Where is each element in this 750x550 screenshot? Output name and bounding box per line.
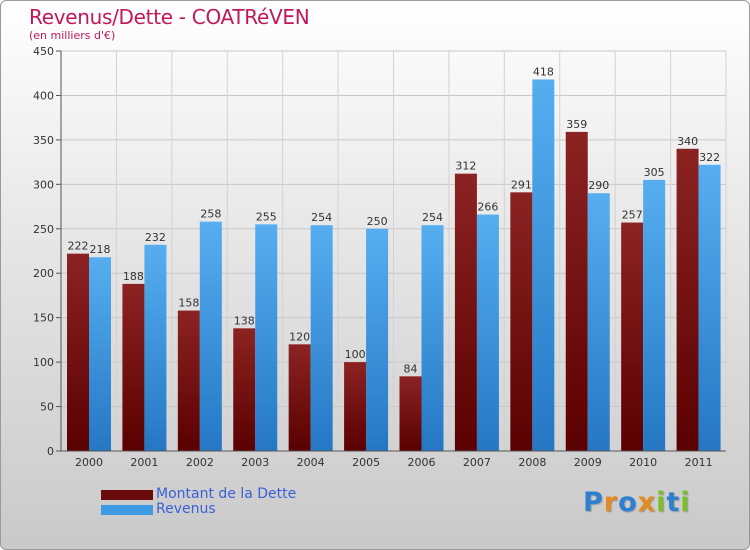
data-label: 188	[123, 270, 144, 283]
data-label: 158	[178, 297, 199, 310]
y-tick-label: 100	[33, 356, 54, 369]
bar-revenus	[643, 179, 666, 451]
data-label: 312	[455, 160, 476, 173]
y-tick-label: 250	[33, 223, 54, 236]
legend-swatch-dette	[101, 490, 153, 500]
bar-dette	[177, 310, 200, 451]
data-label: 84	[404, 362, 418, 375]
bar-dette	[676, 148, 699, 451]
bar-revenus	[199, 221, 222, 451]
data-label: 305	[644, 166, 665, 179]
bar-revenus	[476, 214, 499, 451]
bar-revenus	[366, 228, 389, 451]
x-tick-label: 2009	[574, 456, 602, 469]
proxiti-logo: Proxiti	[583, 487, 691, 518]
bar-dette	[565, 131, 588, 451]
data-label: 254	[311, 211, 332, 224]
y-tick-label: 350	[33, 134, 54, 147]
y-tick-label: 0	[47, 445, 54, 458]
data-label: 255	[256, 210, 277, 223]
y-tick-label: 400	[33, 89, 54, 102]
bar-revenus	[255, 224, 278, 451]
bar-dette	[288, 344, 311, 451]
x-tick-label: 2000	[75, 456, 103, 469]
x-tick-label: 2001	[130, 456, 158, 469]
bar-revenus	[698, 164, 721, 451]
x-tick-label: 2003	[241, 456, 269, 469]
data-label: 257	[622, 209, 643, 222]
data-label: 222	[68, 240, 89, 253]
bar-dette	[233, 328, 256, 451]
x-tick-label: 2006	[408, 456, 436, 469]
logo-letter: i	[656, 487, 667, 518]
x-tick-label: 2011	[685, 456, 713, 469]
x-tick-label: 2008	[518, 456, 546, 469]
axis-layer: 0 50 100 150 200 250 300 350 400 450 2000 2001 2002 2…	[33, 45, 726, 469]
data-label: 266	[477, 201, 498, 214]
bar-dette	[122, 283, 145, 451]
y-tick-label: 300	[33, 178, 54, 191]
data-label: 250	[367, 215, 388, 228]
data-label: 232	[145, 231, 166, 244]
bar-dette	[67, 253, 89, 451]
bar-revenus	[144, 244, 167, 451]
bar-revenus	[421, 225, 444, 451]
chart-subtitle: (en milliers d'€)	[29, 29, 116, 42]
logo-letter: r	[603, 487, 619, 518]
y-tick-label: 200	[33, 267, 54, 280]
bar-dette	[621, 222, 644, 451]
x-tick-label: 2010	[629, 456, 657, 469]
data-label: 291	[511, 178, 532, 191]
bar-dette	[399, 376, 422, 451]
data-label: 290	[588, 179, 609, 192]
bar-dette	[454, 173, 477, 451]
bar-revenus	[532, 79, 555, 451]
x-tick-label: 2007	[463, 456, 491, 469]
data-label: 138	[234, 314, 255, 327]
chart-title: Revenus/Dette - COATRéVEN	[29, 5, 310, 29]
data-label: 218	[90, 243, 111, 256]
x-tick-label: 2002	[186, 456, 214, 469]
data-label: 120	[289, 330, 310, 343]
data-label: 322	[699, 151, 720, 164]
y-tick-label: 50	[40, 401, 54, 414]
logo-letter: t	[666, 487, 681, 518]
data-label: 340	[677, 135, 698, 148]
y-tick-label: 450	[33, 45, 54, 58]
legend-label-revenus: Revenus	[156, 501, 216, 517]
legend-swatch-revenus	[101, 505, 153, 515]
data-label: 258	[200, 208, 221, 221]
bar-revenus	[310, 225, 333, 451]
bar-revenus	[89, 257, 111, 451]
x-tick-label: 2004	[297, 456, 325, 469]
data-label: 359	[566, 118, 587, 131]
bar-dette	[510, 192, 533, 452]
legend-label-dette: Montant de la Dette	[156, 486, 297, 502]
logo-letter: P	[583, 487, 604, 518]
data-label: 100	[345, 348, 366, 361]
bar-revenus	[587, 193, 610, 451]
x-tick-label: 2005	[352, 456, 380, 469]
logo-letter: x	[637, 487, 657, 518]
data-label: 254	[422, 211, 443, 224]
label-layer: 222 218 188 232 158 258 138 255 120 254 100 250 84 25…	[68, 65, 721, 375]
logo-letter: i	[680, 487, 691, 518]
bar-dette	[344, 362, 367, 451]
data-label: 418	[533, 65, 554, 78]
bar-layer	[67, 79, 721, 452]
y-tick-label: 150	[33, 312, 54, 325]
logo-letter: o	[618, 487, 638, 518]
